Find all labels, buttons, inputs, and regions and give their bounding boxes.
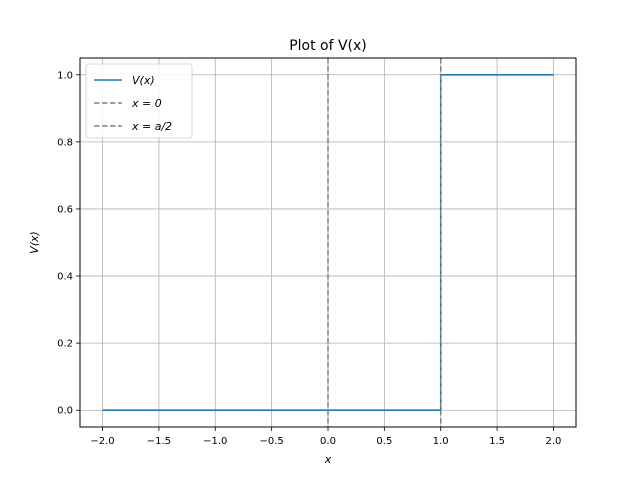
x-tick-label: 1.0: [433, 436, 449, 447]
x-tick-label: −2.0: [90, 436, 114, 447]
x-tick-label: 1.5: [489, 436, 505, 447]
y-axis-ticks: 0.0 0.2 0.4 0.6 0.8 1.0: [57, 70, 80, 417]
y-tick-label: 0.4: [57, 272, 73, 283]
y-tick-label: 0.0: [57, 406, 73, 417]
y-tick-label: 0.2: [57, 339, 73, 350]
x-tick-label: −1.5: [147, 436, 171, 447]
legend: V(x) x = 0 x = a/2: [85, 63, 193, 139]
x-tick-label: 2.0: [546, 436, 562, 447]
x-tick-label: −0.5: [259, 436, 283, 447]
legend-label: V(x): [132, 74, 155, 87]
legend-label: x = 0: [131, 97, 162, 110]
y-axis-label: V(x): [28, 231, 41, 254]
legend-label: x = a/2: [131, 120, 172, 133]
y-tick-label: 0.6: [57, 204, 73, 215]
reference-lines: [327, 58, 442, 427]
y-tick-label: 1.0: [57, 70, 73, 81]
legend-box: [85, 63, 193, 139]
y-tick-label: 0.8: [57, 137, 73, 148]
x-tick-label: −1.0: [203, 436, 227, 447]
x-axis-label: x: [324, 453, 332, 466]
x-tick-label: 0.0: [320, 436, 336, 447]
x-axis-ticks: −2.0 −1.5 −1.0 −0.5 0.0 0.5 1.0 1.5 2.0: [90, 427, 561, 447]
chart-title: Plot of V(x): [289, 38, 367, 54]
x-tick-label: 0.5: [376, 436, 392, 447]
